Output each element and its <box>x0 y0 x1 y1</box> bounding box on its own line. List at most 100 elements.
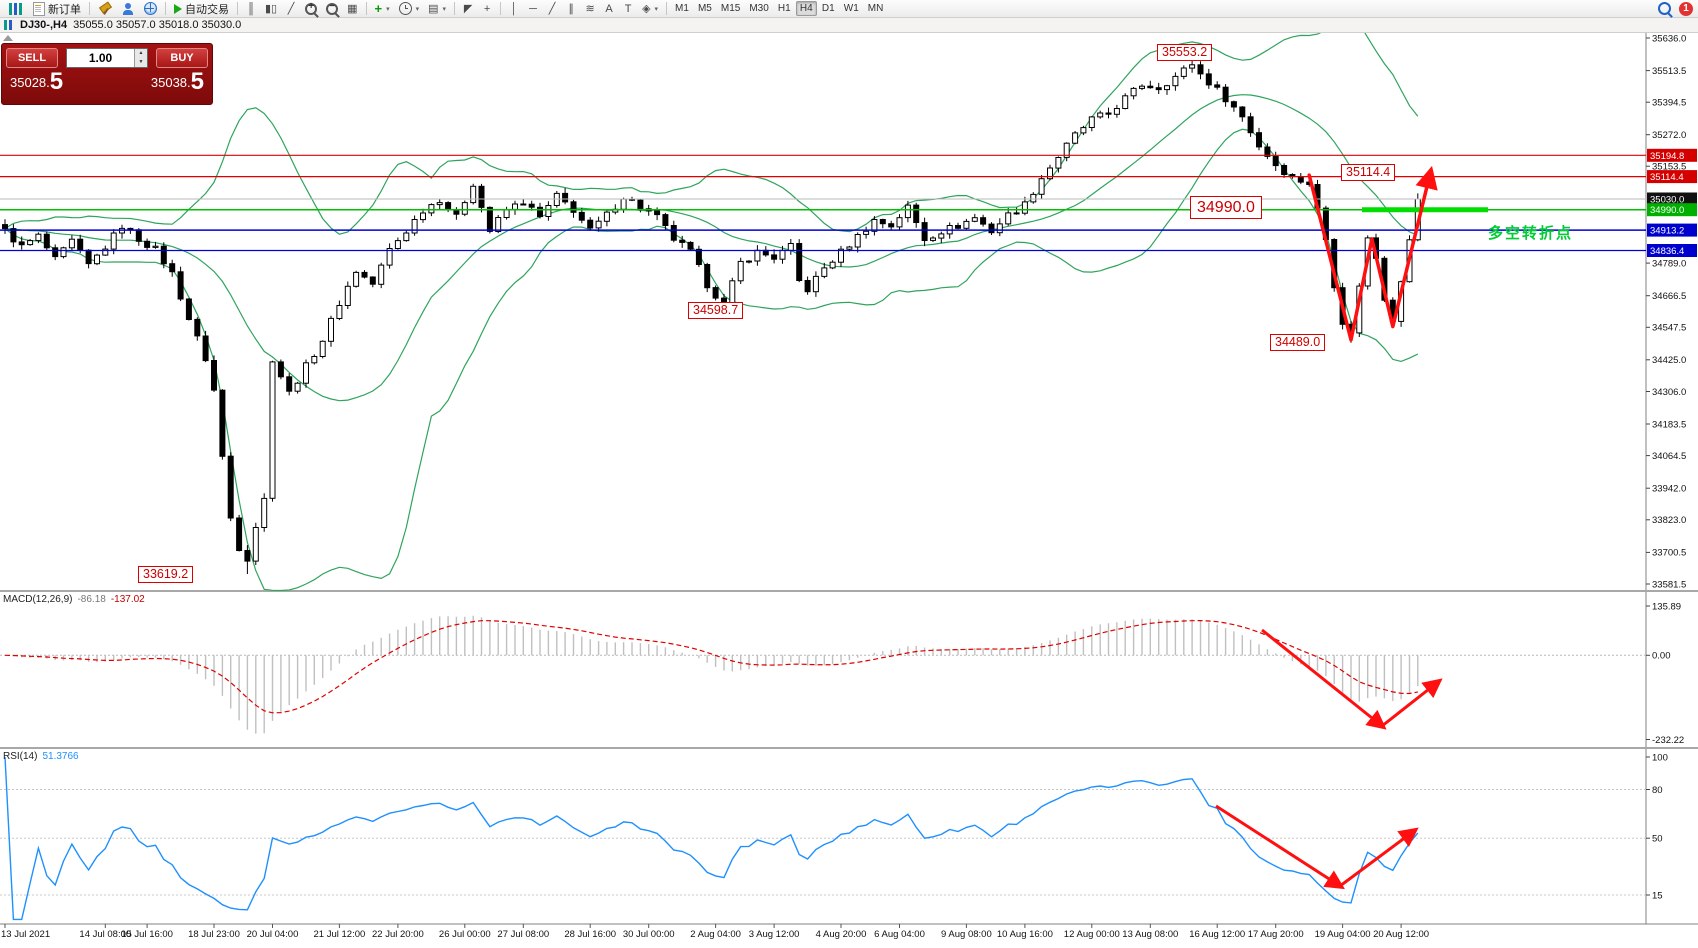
svg-text:15: 15 <box>1652 890 1663 901</box>
market-button[interactable] <box>140 1 161 17</box>
svg-text:34913.2: 34913.2 <box>1650 226 1684 237</box>
toolbar-separator <box>165 2 166 15</box>
templates-button[interactable]: ▤ ▾ <box>424 1 450 17</box>
rsi-trend-arrow[interactable] <box>1339 827 1419 888</box>
sell-price[interactable]: 35028. 5 <box>10 68 64 95</box>
timeframe-d1[interactable]: D1 <box>818 1 839 16</box>
channel-tool-button[interactable]: ∥ <box>562 1 580 17</box>
user-icon <box>121 2 135 16</box>
vertical-line-tool-button[interactable]: │ <box>505 1 523 17</box>
indicators-plus-icon: + <box>374 0 383 16</box>
shapes-tool-button[interactable]: ◈ ▾ <box>638 1 662 17</box>
svg-text:135.89: 135.89 <box>1652 601 1681 612</box>
svg-text:34990.0: 34990.0 <box>1650 205 1684 216</box>
price-axis[interactable]: 35636.0 35513.5 35394.5 35272.0 35153.5 34789… <box>1646 33 1697 901</box>
timeframe-m30[interactable]: M30 <box>745 1 772 16</box>
buy-price[interactable]: 35038. 5 <box>150 68 204 95</box>
deposit-button[interactable] <box>94 1 116 17</box>
one-click-collapse-arrow[interactable] <box>3 35 13 41</box>
svg-text:22 Jul 20:00: 22 Jul 20:00 <box>372 929 424 940</box>
price-callout[interactable]: 34990.0 <box>1190 196 1262 219</box>
timeframe-m15[interactable]: M15 <box>717 1 744 16</box>
svg-text:35114.4: 35114.4 <box>1650 172 1684 183</box>
line-chart-type-button[interactable]: ╱ <box>282 1 300 17</box>
timeframe-h1[interactable]: H1 <box>774 1 795 16</box>
zoom-in-button[interactable]: + <box>301 1 321 17</box>
volume-spinner[interactable]: ▲ ▼ <box>134 49 147 67</box>
toolbar-separator <box>237 2 238 15</box>
play-icon <box>174 3 182 14</box>
macd-main-value: -86.18 <box>77 594 106 605</box>
globe-icon <box>144 2 157 15</box>
sell-button[interactable]: SELL <box>6 48 58 68</box>
main-toolbar: 新订单 自动交易 ║ ▮▯ ╱ + − ▦ + ▾ ▾ ▤ ▾ ◤ + │ ─ ╱ … <box>0 0 1698 18</box>
svg-text:19 Aug 04:00: 19 Aug 04:00 <box>1315 929 1371 940</box>
clock-icon <box>398 2 412 15</box>
chevron-down-icon: ▾ <box>386 5 390 13</box>
bull-bear-pivot-note[interactable]: 多空转折点 <box>1488 225 1574 242</box>
svg-text:17 Aug 20:00: 17 Aug 20:00 <box>1248 929 1304 940</box>
indicators-button[interactable]: + ▾ <box>371 1 394 17</box>
periods-button[interactable]: ▾ <box>395 1 424 17</box>
timeframe-mn[interactable]: MN <box>864 1 888 16</box>
svg-text:34425.0: 34425.0 <box>1652 355 1686 366</box>
svg-text:30 Jul 00:00: 30 Jul 00:00 <box>623 929 675 940</box>
tile-windows-button[interactable]: ▦ <box>343 1 361 17</box>
buy-button[interactable]: BUY <box>156 48 208 68</box>
svg-text:26 Jul 00:00: 26 Jul 00:00 <box>439 929 491 940</box>
label-tool-button[interactable]: T <box>619 1 637 17</box>
search-button[interactable] <box>1654 1 1675 17</box>
cursor-tool-button[interactable]: ◤ <box>459 1 477 17</box>
macd-signal-line <box>4 619 1418 714</box>
bollinger-middle-band <box>4 94 1419 402</box>
crosshair-tool-button[interactable]: + <box>478 1 496 17</box>
price-callout[interactable]: 33619.2 <box>138 566 194 583</box>
price-callout[interactable]: 35114.4 <box>1341 164 1396 181</box>
zoom-out-button[interactable]: − <box>322 1 342 17</box>
new-order-button[interactable]: 新订单 <box>29 1 85 17</box>
zoom-out-icon: − <box>326 1 339 15</box>
svg-text:28 Jul 16:00: 28 Jul 16:00 <box>564 929 616 940</box>
price-callout[interactable]: 34489.0 <box>1270 334 1326 351</box>
volume-input[interactable]: 1.00 ▲ ▼ <box>66 48 148 68</box>
fibonacci-tool-button[interactable]: ≋ <box>581 1 599 17</box>
volume-up-arrow[interactable]: ▲ <box>135 49 147 58</box>
svg-text:9 Aug 08:00: 9 Aug 08:00 <box>941 929 992 940</box>
volume-value[interactable]: 1.00 <box>88 51 113 65</box>
toolbar-separator <box>365 2 367 15</box>
macd-trend-arrow[interactable] <box>1381 678 1443 728</box>
price-callout[interactable]: 35553.2 <box>1157 44 1213 61</box>
svg-text:34547.5: 34547.5 <box>1652 323 1686 334</box>
svg-text:20 Jul 04:00: 20 Jul 04:00 <box>247 929 299 940</box>
volume-down-arrow[interactable]: ▼ <box>135 58 147 67</box>
horizontal-line-tool-button[interactable]: ─ <box>524 1 542 17</box>
community-button[interactable] <box>117 1 139 17</box>
price-callout[interactable]: 34598.7 <box>688 302 744 319</box>
svg-text:35272.0: 35272.0 <box>1652 130 1686 141</box>
timeframe-m1[interactable]: M1 <box>671 1 693 16</box>
rsi-trend-arrow[interactable] <box>1215 804 1345 890</box>
chart-mini-icon <box>4 20 14 30</box>
timeframe-w1[interactable]: W1 <box>840 1 863 16</box>
new-order-icon <box>33 1 45 16</box>
svg-text:35153.5: 35153.5 <box>1652 162 1686 173</box>
svg-text:35636.0: 35636.0 <box>1652 33 1686 44</box>
macd-trend-arrow[interactable] <box>1261 628 1387 730</box>
bar-chart-type-button[interactable]: ║ <box>242 1 260 17</box>
autotrading-button[interactable]: 自动交易 <box>170 1 233 17</box>
notification-badge[interactable]: 1 <box>1679 1 1693 16</box>
macd-signal-value: -137.02 <box>110 594 145 605</box>
rsi-value: 51.3766 <box>42 751 79 762</box>
timeframe-h4[interactable]: H4 <box>795 1 817 16</box>
svg-text:33823.0: 33823.0 <box>1652 515 1686 526</box>
svg-text:35194.8: 35194.8 <box>1650 151 1684 162</box>
candle-chart-type-button[interactable]: ▮▯ <box>261 1 281 17</box>
trend-zigzag-arrow[interactable] <box>1307 165 1438 342</box>
svg-text:80: 80 <box>1652 785 1663 796</box>
timeframe-m5[interactable]: M5 <box>694 1 716 16</box>
text-tool-button[interactable]: A <box>600 1 618 17</box>
trendline-tool-button[interactable]: ╱ <box>543 1 561 17</box>
